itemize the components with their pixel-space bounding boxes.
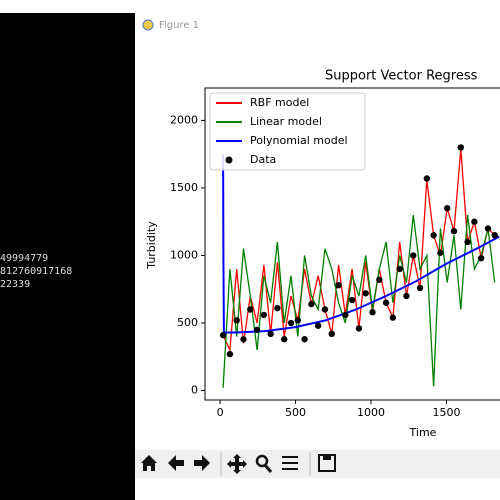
data-point <box>233 317 240 324</box>
data-point <box>253 326 261 333</box>
configure-button[interactable] <box>282 456 298 470</box>
data-point <box>450 227 458 235</box>
data-point <box>260 311 268 319</box>
legend-label: RBF model <box>250 96 309 109</box>
data-point <box>240 336 247 343</box>
y-tick-label: 500 <box>177 316 198 329</box>
data-point <box>274 304 281 312</box>
data-point <box>247 306 254 313</box>
data-point <box>369 309 376 316</box>
data-point <box>287 319 295 327</box>
legend-label: Polynomial model <box>250 134 348 147</box>
data-point <box>389 314 397 321</box>
data-point <box>321 306 329 313</box>
data-point <box>382 299 390 306</box>
terminal-line: 49994779 <box>0 253 48 264</box>
data-point <box>464 238 471 246</box>
x-tick-label: 500 <box>285 406 306 419</box>
save-icon-part <box>323 455 331 460</box>
data-point <box>301 336 308 343</box>
x-axis-label: Time <box>409 426 437 439</box>
terminal <box>0 13 135 500</box>
data-point <box>362 290 369 297</box>
legend-marker <box>225 156 233 164</box>
x-tick-label: 1000 <box>357 406 385 419</box>
zoom-button[interactable] <box>255 454 269 468</box>
data-point <box>226 350 234 358</box>
window-title: Figure 1 <box>159 20 199 31</box>
series-line <box>222 214 496 388</box>
data-point <box>335 281 342 289</box>
legend-label: Linear model <box>250 115 322 128</box>
title-bar <box>135 13 500 35</box>
data-point <box>410 252 417 259</box>
data-point <box>416 284 424 292</box>
data-point <box>348 296 356 304</box>
y-tick-label: 2000 <box>170 113 198 126</box>
data-point <box>437 249 444 256</box>
data-point <box>376 276 383 283</box>
data-point <box>355 325 363 332</box>
data-point <box>471 218 478 225</box>
data-point <box>423 175 431 182</box>
data-point <box>457 144 464 151</box>
data-point <box>294 317 302 324</box>
x-tick-label: 0 <box>217 406 224 419</box>
y-tick-label: 0 <box>191 384 198 397</box>
data-point <box>403 292 410 300</box>
data-point <box>396 265 403 273</box>
series-line <box>222 148 496 353</box>
toolbar <box>135 450 500 478</box>
data-point <box>308 300 315 308</box>
data-point <box>430 232 437 239</box>
forward-button[interactable] <box>194 455 210 471</box>
data-point <box>477 254 485 262</box>
data-point <box>219 331 227 339</box>
x-tick-label: 1500 <box>432 406 460 419</box>
data-point <box>314 322 322 329</box>
data-point <box>444 205 451 212</box>
data-point <box>342 311 349 319</box>
toolbar-separator <box>220 452 311 476</box>
zoom-handle <box>263 464 273 473</box>
data-point <box>484 225 492 232</box>
y-tick-label: 1500 <box>170 181 198 194</box>
y-axis-label: Turbidity <box>145 221 158 270</box>
toolbar-icons[interactable] <box>141 452 336 476</box>
legend-label: Data <box>250 153 276 166</box>
pan-button[interactable] <box>227 454 247 474</box>
data-point <box>267 330 274 338</box>
terminal-line: 812760917168 <box>0 266 72 277</box>
y-tick-label: 1000 <box>170 248 198 261</box>
data-point <box>281 336 288 343</box>
data-point <box>328 330 335 338</box>
data-point <box>491 232 498 239</box>
legend-box <box>209 92 366 171</box>
back-button[interactable] <box>168 455 184 471</box>
terminal-line: 22339 <box>0 279 30 290</box>
chart-title: Support Vector Regress <box>325 69 478 84</box>
plot-area <box>219 144 500 388</box>
window-icon <box>142 19 154 31</box>
home-button[interactable] <box>141 455 157 471</box>
